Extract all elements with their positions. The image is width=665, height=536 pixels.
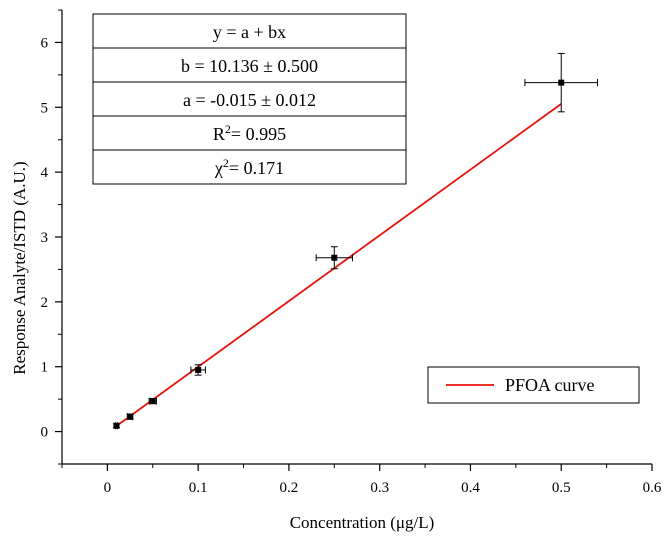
fit-text-part: χ [214, 158, 223, 178]
data-points [112, 52, 599, 430]
y-tick-label: 6 [41, 35, 49, 51]
fit-text-part: b = 10.136 ± 0.500 [181, 56, 318, 76]
x-tick-label: 0.1 [189, 480, 208, 496]
fit-text-part: = 0.171 [229, 158, 284, 178]
point-marker [113, 422, 120, 429]
x-tick-label: 0.4 [461, 480, 480, 496]
legend-box [427, 366, 640, 404]
legend-label: PFOA curve [505, 375, 595, 395]
fit-text-part: R [213, 124, 225, 144]
point-marker [127, 413, 134, 420]
x-tick-label: 0 [104, 480, 112, 496]
data-point [126, 413, 134, 421]
data-point [315, 246, 353, 270]
fit-parameters-table: y = a + bx b = 10.136 ± 0.500 a = -0.015 ±… [92, 13, 407, 185]
point-marker [331, 254, 338, 261]
y-axis-label: Response Analyte/ISTD (A.U.) [10, 161, 29, 374]
legend: PFOA curve [427, 366, 640, 404]
fit-table-border [92, 13, 407, 185]
point-marker [149, 398, 156, 405]
x-tick-label: 0.6 [643, 480, 662, 496]
point-marker [195, 366, 202, 373]
y-tick-label: 4 [41, 165, 49, 181]
y-tick-label: 5 [41, 100, 49, 116]
data-point [524, 52, 599, 113]
y-tick-label: 0 [41, 425, 49, 441]
y-axis-ticks: 0 1 2 3 4 5 6 [41, 9, 62, 465]
y-tick-label: 1 [41, 360, 49, 376]
fit-text-part: y = a + bx [213, 22, 286, 42]
x-tick-label: 0.3 [370, 480, 389, 496]
fit-table-row: y = a + bx [213, 22, 286, 42]
x-tick-label: 0.5 [552, 480, 571, 496]
data-point [190, 364, 206, 376]
fit-table-row: b = 10.136 ± 0.500 [181, 56, 318, 76]
x-axis-label: Concentration (μg/L) [290, 513, 435, 532]
y-tick-label: 3 [41, 230, 49, 246]
fit-text-part: a = -0.015 ± 0.012 [183, 90, 316, 110]
data-point [112, 422, 120, 430]
superscript: 2 [223, 156, 229, 170]
data-point [148, 397, 157, 405]
fit-table-row: χ2= 0.171 [214, 156, 284, 178]
point-marker [558, 79, 565, 86]
fit-table-row: R2= 0.995 [213, 122, 286, 144]
fit-text-part: = 0.995 [231, 124, 286, 144]
fit-table-row: a = -0.015 ± 0.012 [183, 90, 316, 110]
x-tick-label: 0.2 [280, 480, 299, 496]
x-axis-ticks: 0 0.1 0.2 0.3 0.4 0.5 0.6 [61, 464, 662, 496]
y-tick-label: 2 [41, 295, 49, 311]
superscript: 2 [225, 122, 231, 136]
